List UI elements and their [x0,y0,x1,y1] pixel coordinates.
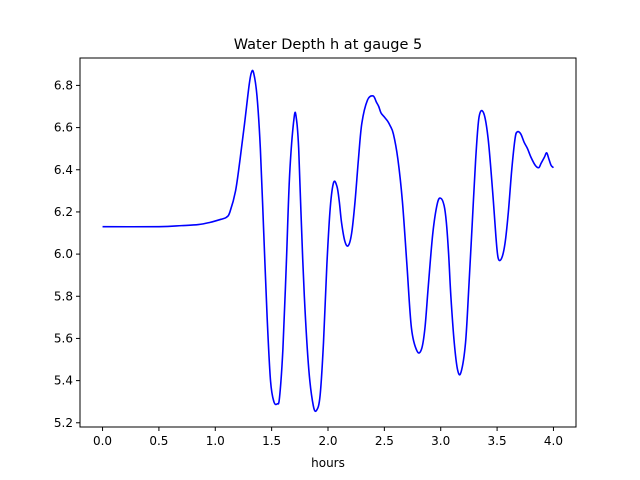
y-tick-label: 5.4 [54,374,73,388]
y-tick-label: 6.0 [54,247,73,261]
x-tick-label: 2.5 [375,434,394,448]
y-axis-ticks: 5.2 5.4 5.6 5.8 6.0 6.2 6.4 6.6 6.8 [54,78,80,430]
y-tick-label: 5.6 [54,331,73,345]
y-tick-label: 5.8 [54,289,73,303]
x-tick-label: 3.5 [488,434,507,448]
y-tick-label: 6.8 [54,78,73,92]
series-line-water-depth [102,69,555,413]
x-tick-label: 1.0 [206,434,225,448]
y-tick-label: 6.4 [54,163,73,177]
chart-title: Water Depth h at gauge 5 [234,37,422,53]
y-tick-label: 6.2 [54,205,73,219]
y-tick-label: 5.2 [54,416,73,430]
x-tick-label: 3.0 [431,434,450,448]
y-tick-label: 6.6 [54,121,73,135]
x-tick-label: 0.0 [93,434,112,448]
x-tick-label: 1.5 [262,434,281,448]
x-axis-label: hours [311,456,345,470]
x-tick-label: 2.0 [318,434,337,448]
x-tick-label: 4.0 [544,434,563,448]
x-axis-ticks: 0.0 0.5 1.0 1.5 2.0 2.5 3.0 3.5 4.0 [93,427,563,448]
x-tick-label: 0.5 [149,434,168,448]
